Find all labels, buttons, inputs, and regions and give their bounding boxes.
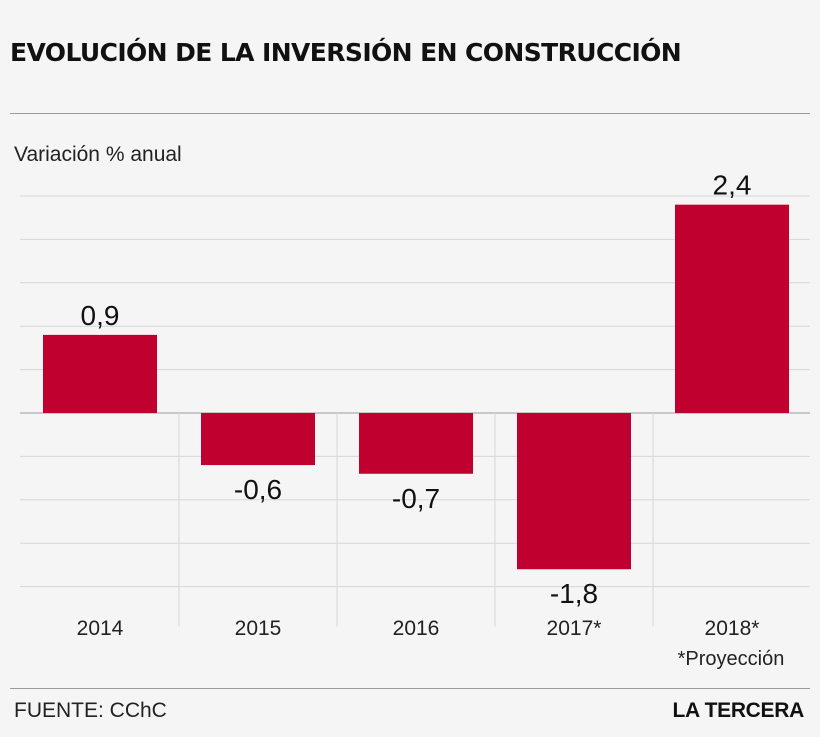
bar-2016	[359, 413, 473, 474]
data-labels: 0,9 -0,6 -0,7 -1,8 2,4	[81, 170, 752, 610]
data-label: 0,9	[81, 300, 120, 331]
x-tick-label: 2016	[393, 617, 440, 640]
bars	[43, 204, 789, 570]
x-tick-label: 2017*	[547, 617, 602, 640]
x-tick-label: 2015	[235, 617, 282, 640]
x-tick-label: 2018*	[705, 617, 760, 640]
source-label: FUENTE: CChC	[14, 699, 167, 722]
data-label: -0,7	[392, 483, 440, 514]
chart-title: EVOLUCIÓN DE LA INVERSIÓN EN CONSTRUCCIÓ…	[10, 38, 682, 67]
bar-2014	[43, 334, 157, 413]
data-label: -1,8	[550, 578, 598, 609]
brand-logo: LA TERCERA	[672, 699, 804, 722]
y-axis-label: Variación % anual	[14, 143, 182, 166]
top-divider	[10, 113, 810, 114]
projection-note: *Proyección	[678, 648, 785, 670]
bottom-divider	[10, 688, 810, 689]
bar-2018	[675, 204, 789, 413]
x-tick-labels: 2014 2015 2016 2017* 2018*	[77, 617, 760, 640]
bar-2017	[517, 413, 631, 570]
data-label: 2,4	[713, 170, 752, 201]
bar-2015	[201, 413, 315, 466]
data-label: -0,6	[234, 474, 282, 505]
x-tick-label: 2014	[77, 617, 124, 640]
